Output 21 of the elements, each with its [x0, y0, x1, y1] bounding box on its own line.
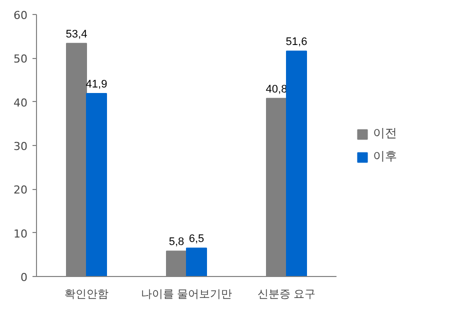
legend-label: 이전 — [373, 125, 397, 142]
data-label: 40,8 — [266, 83, 288, 96]
bar — [186, 248, 207, 276]
data-label: 51,6 — [286, 36, 308, 48]
data-label: 53,4 — [66, 28, 88, 40]
legend-label: 이후 — [373, 148, 397, 165]
x-tick-label: 나이를 물어보기만 — [140, 288, 232, 300]
x-tick-label: 신분증 요구 — [257, 288, 316, 300]
x-tick-label: 확인안함 — [64, 288, 108, 300]
data-label: 6,5 — [188, 233, 204, 246]
y-tick-label: 60 — [14, 9, 28, 22]
data-label: 5,8 — [168, 236, 184, 248]
y-tick-label: 40 — [14, 96, 28, 110]
y-tick-label: 0 — [20, 271, 28, 284]
data-label: 41,9 — [86, 78, 108, 91]
bar — [86, 93, 107, 276]
y-tick-label: 10 — [14, 227, 28, 240]
y-tick-label: 50 — [14, 52, 28, 66]
y-tick-label: 20 — [14, 184, 28, 197]
y-tick-label: 30 — [14, 140, 28, 153]
bar — [286, 50, 307, 276]
